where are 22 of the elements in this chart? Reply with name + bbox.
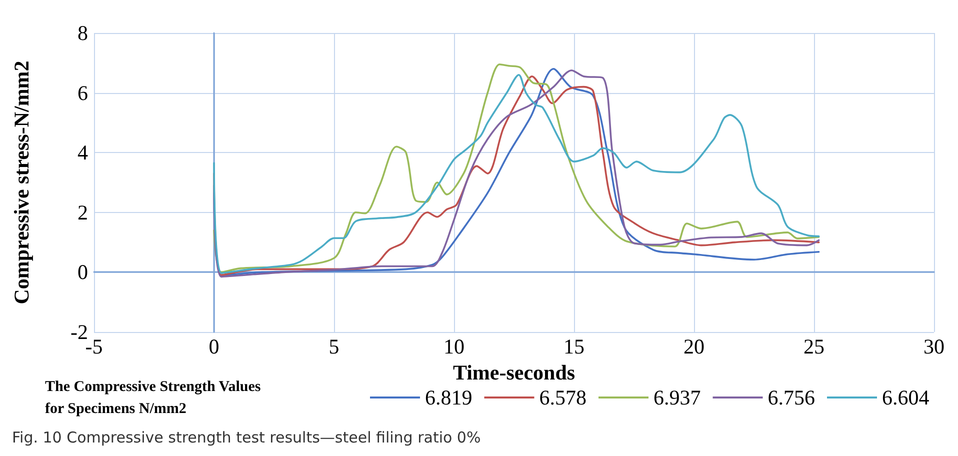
y-tick-label: 0 [78,260,88,284]
legend-label: 6.756 [768,386,815,410]
x-tick-label: 5 [328,334,340,358]
legend-label: 6.604 [882,386,930,410]
y-tick-label: -2 [70,320,88,344]
legend-title: The Compressive Strength Values for Specimens N/mm2 [45,379,264,417]
x-tick-label: 10 [444,334,464,358]
x-tick-label: 20 [684,334,704,358]
legend-label: 6.819 [425,386,472,410]
x-tick-label: 0 [208,334,220,358]
y-tick-label: 2 [78,200,88,224]
y-tick-label: 6 [78,80,88,105]
x-tick-label: 25 [804,334,824,358]
x-axis-title: Time-seconds [452,360,576,384]
y-tick-label: 4 [78,140,88,165]
x-tick-label: 15 [564,334,584,358]
caption: Fig. 10 Compressive strength test results—steel filing ratio 0% [12,428,481,446]
legend-label: 6.578 [539,386,586,410]
y-tick-label: 8 [78,21,88,45]
x-tick-label: 30 [924,334,944,358]
y-axis-title: Compressive stress-N/mm2 [10,60,34,304]
legend-label: 6.937 [654,386,701,410]
